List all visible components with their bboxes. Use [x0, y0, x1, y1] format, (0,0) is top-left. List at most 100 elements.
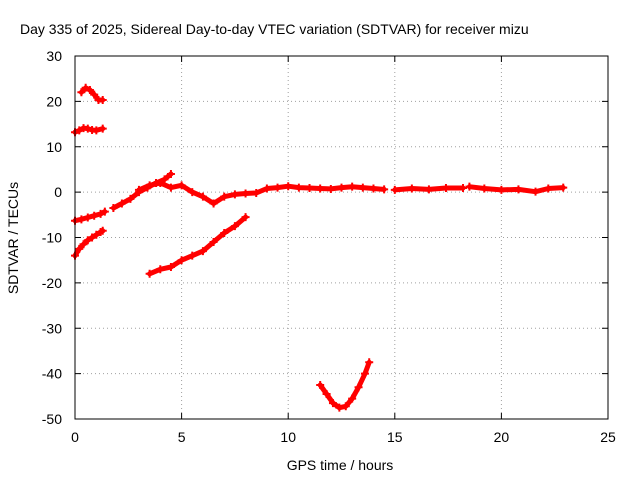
data-point [90, 211, 99, 220]
data-point [83, 213, 92, 222]
data-point [100, 207, 109, 216]
x-tick-label: 20 [494, 429, 510, 445]
y-tick-label: 30 [46, 48, 62, 64]
data-point [335, 403, 344, 412]
data-point [177, 256, 186, 265]
grid-layer [75, 56, 608, 419]
series-arc-1 [77, 83, 107, 105]
data-point [145, 181, 154, 190]
y-tick-label: -50 [42, 411, 62, 427]
data-point [81, 83, 90, 92]
data-point [134, 185, 143, 194]
data-point [188, 251, 197, 260]
data-point [252, 189, 261, 198]
label-layer: 0 5 10 15 20 25 -50 -40 -30 -20 -10 0 10 20 30 [42, 48, 616, 445]
data-point [441, 184, 450, 193]
data-point [480, 184, 489, 193]
data-point [126, 194, 135, 203]
data-point [531, 187, 540, 196]
data-point [98, 96, 107, 105]
data-point [98, 226, 107, 235]
x-tick-label: 10 [280, 429, 296, 445]
y-tick-label: 10 [46, 139, 62, 155]
data-point [230, 222, 239, 231]
data-point [198, 192, 207, 201]
data-point [109, 204, 118, 213]
data-point [75, 126, 84, 135]
data-point [156, 179, 165, 188]
data-point [209, 238, 218, 247]
data-point [294, 183, 303, 192]
data-point [188, 188, 197, 197]
series-arc-7 [145, 213, 250, 278]
series-line [317, 359, 372, 411]
data-point [209, 199, 218, 208]
x-tick-label: 0 [71, 429, 79, 445]
data-point [166, 183, 175, 192]
series-arc-6 [134, 179, 389, 208]
data-point [559, 183, 568, 192]
data-point [328, 399, 337, 408]
data-point [358, 183, 367, 192]
data-point [85, 86, 94, 95]
series-arc-9 [390, 184, 468, 194]
series-line [147, 214, 249, 277]
y-tick-label: -40 [42, 366, 62, 382]
data-point [160, 175, 169, 184]
y-tick-label: 20 [46, 93, 62, 109]
data-point [407, 184, 416, 193]
data-point [77, 88, 86, 97]
x-tick-label: 25 [600, 429, 616, 445]
data-point [92, 230, 101, 239]
series-arc-3 [71, 207, 109, 225]
y-tick-label: -30 [42, 320, 62, 336]
data-point [316, 184, 325, 193]
data-point [305, 184, 314, 193]
data-point [273, 183, 282, 192]
data-point [360, 369, 369, 378]
data-point [390, 185, 399, 194]
data-point [83, 124, 92, 133]
data-point [145, 269, 154, 278]
data-point [220, 192, 229, 201]
y-tick-label: -10 [42, 230, 62, 246]
series-arc-2 [71, 124, 107, 137]
tick-layer [74, 55, 609, 420]
data-point [262, 184, 271, 193]
data-point [369, 184, 378, 193]
data-point [459, 184, 468, 193]
data-point [337, 183, 346, 192]
chart-title: Day 335 of 2025, Sidereal Day-to-day VTE… [20, 21, 529, 37]
data-point [90, 90, 99, 99]
series-arc-10 [465, 182, 568, 196]
y-tick-label: 0 [54, 184, 62, 200]
data-point [230, 190, 239, 199]
data-point [316, 380, 325, 389]
data-point [96, 209, 105, 218]
data-point [354, 383, 363, 392]
series-layer [71, 83, 568, 412]
data-point [83, 236, 92, 245]
data-point [348, 394, 357, 403]
data-point [514, 185, 523, 194]
y-tick-label: -20 [42, 275, 62, 291]
data-point [465, 182, 474, 191]
data-point [117, 199, 126, 208]
plot-frame [74, 55, 609, 420]
data-point [322, 390, 331, 399]
data-point [156, 265, 165, 274]
data-point [198, 247, 207, 256]
data-point [241, 189, 250, 198]
data-point [544, 184, 553, 193]
data-point [177, 181, 186, 190]
data-point [241, 213, 250, 222]
data-point [365, 358, 374, 367]
series-arc-8 [316, 358, 374, 412]
data-point [75, 244, 84, 253]
data-point [77, 215, 86, 224]
x-tick-label: 15 [387, 429, 403, 445]
data-point [166, 262, 175, 271]
data-point [341, 402, 350, 411]
data-point [166, 169, 175, 178]
